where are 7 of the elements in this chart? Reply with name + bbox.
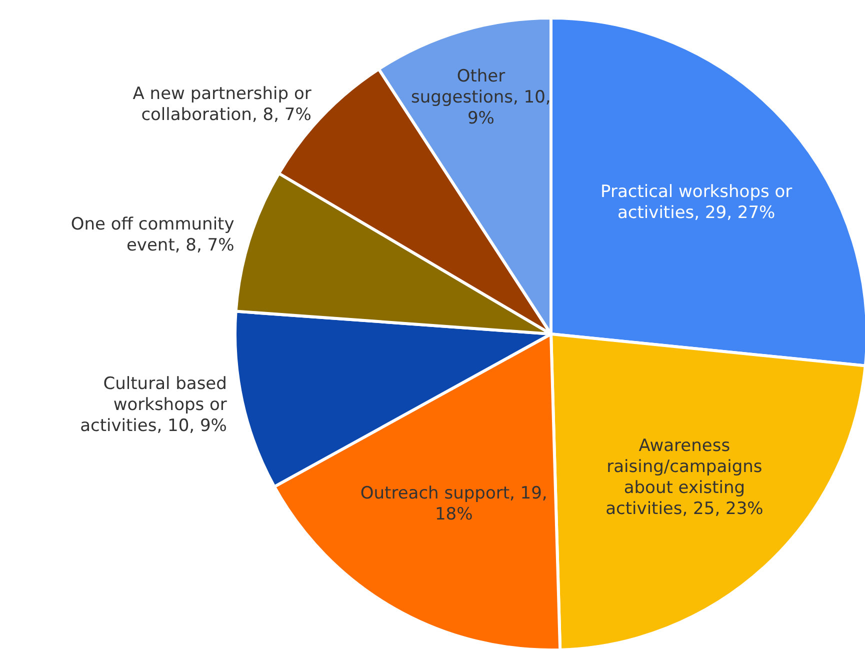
slice-label: Practical workshops or activities, 29, 27% [600,182,792,223]
slice-label: Other suggestions, 10, 9% [411,66,551,128]
slice-label: Awareness raising/campaigns about existing activities, 25, 23% [606,436,764,519]
slice-label: A new partnership or collaboration, 8, 7% [132,84,312,125]
slice-label: Cultural based workshops or activities, 10, 9% [80,374,227,436]
slice-label: One off community event, 8, 7% [70,214,234,256]
slice-label: Outreach support, 19, 18% [360,483,548,524]
